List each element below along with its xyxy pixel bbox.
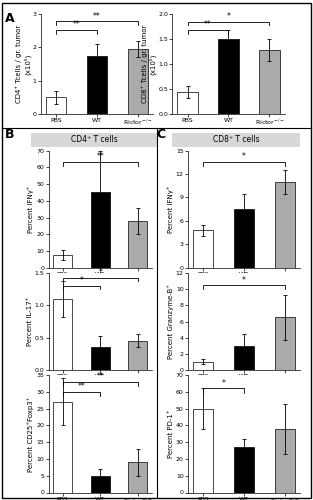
Bar (91, 192, 110, 268)
Text: *: * (80, 276, 83, 285)
Bar (275, 428, 295, 492)
Bar (177, 92, 198, 114)
Text: **: ** (204, 20, 212, 29)
Bar (46, 98, 66, 114)
Text: B: B (5, 128, 14, 141)
Text: **: ** (78, 382, 85, 391)
Bar (193, 408, 213, 492)
Text: *: * (227, 12, 230, 20)
Bar (53, 402, 72, 492)
Y-axis label: Percent PD-1⁺: Percent PD-1⁺ (168, 410, 174, 458)
Text: *: * (242, 276, 246, 284)
Bar (53, 299, 72, 370)
Text: C: C (156, 128, 166, 141)
Text: CD4⁺ T cells: CD4⁺ T cells (70, 135, 117, 144)
Text: *: * (242, 152, 246, 162)
Y-axis label: CD8⁺ Tcells / gr. tumor
(x10⁵): CD8⁺ Tcells / gr. tumor (x10⁵) (141, 25, 157, 103)
Bar (275, 182, 295, 268)
Bar (128, 341, 147, 370)
Bar (234, 209, 254, 268)
Bar (91, 348, 110, 370)
Bar (275, 318, 295, 370)
Bar (234, 346, 254, 370)
Y-axis label: Percent IFNγ⁺: Percent IFNγ⁺ (167, 186, 174, 233)
Y-axis label: Percent Granzyme-B⁺: Percent Granzyme-B⁺ (167, 284, 174, 359)
Bar (53, 254, 72, 268)
Bar (259, 50, 280, 114)
Text: CD8⁺ T cells: CD8⁺ T cells (213, 135, 259, 144)
Bar (193, 230, 213, 268)
Bar (193, 362, 213, 370)
Y-axis label: Percent IL-17⁺: Percent IL-17⁺ (27, 297, 33, 346)
Bar (218, 39, 239, 114)
Text: **: ** (96, 372, 104, 381)
Bar (128, 49, 148, 114)
Text: *: * (222, 378, 226, 388)
Y-axis label: Percent CD25⁺Foxp3⁺: Percent CD25⁺Foxp3⁺ (28, 396, 34, 471)
Text: **: ** (73, 20, 80, 29)
Y-axis label: CD4⁺ Tcells / gr. tumor
(x10⁵): CD4⁺ Tcells / gr. tumor (x10⁵) (16, 25, 31, 103)
Bar (128, 221, 147, 268)
Text: *: * (98, 268, 102, 277)
Y-axis label: Percent IFNγ⁺: Percent IFNγ⁺ (28, 186, 34, 233)
Text: **: ** (96, 152, 104, 162)
Bar (128, 462, 147, 492)
Text: **: ** (93, 12, 101, 20)
Bar (87, 56, 107, 114)
Bar (234, 447, 254, 492)
Text: A: A (5, 12, 14, 26)
Bar (91, 476, 110, 492)
